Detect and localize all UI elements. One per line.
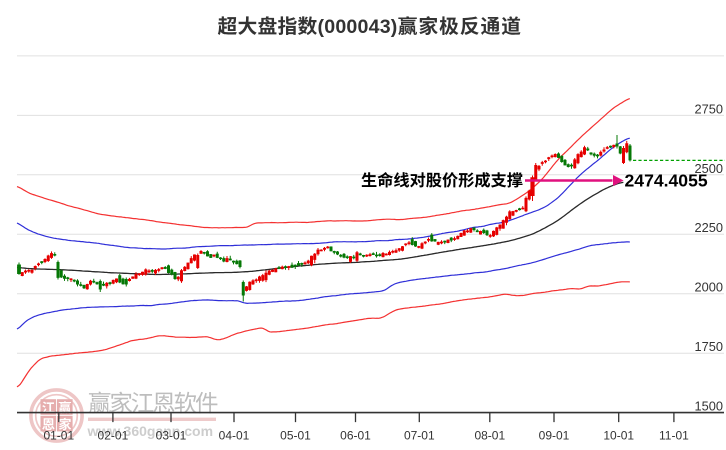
svg-text:11-01: 11-01 — [659, 429, 689, 443]
svg-text:(000043): (000043) — [318, 16, 398, 38]
svg-text:08-01: 08-01 — [474, 429, 505, 443]
svg-text:10-01: 10-01 — [603, 429, 634, 443]
svg-text:2000: 2000 — [695, 280, 723, 295]
svg-text:05-01: 05-01 — [280, 429, 311, 443]
svg-text:2474.4055: 2474.4055 — [625, 171, 708, 191]
svg-text:02-01: 02-01 — [98, 429, 129, 443]
svg-text:www.360gann.com: www.360gann.com — [87, 423, 214, 439]
svg-text:04-01: 04-01 — [219, 429, 250, 443]
svg-text:01-01: 01-01 — [43, 429, 74, 443]
svg-text:07-01: 07-01 — [404, 429, 435, 443]
svg-text:03-01: 03-01 — [156, 429, 187, 443]
svg-text:1750: 1750 — [695, 339, 723, 354]
svg-text:2250: 2250 — [695, 220, 723, 235]
svg-text:2750: 2750 — [695, 101, 723, 116]
svg-text:09-01: 09-01 — [539, 429, 570, 443]
svg-text:06-01: 06-01 — [340, 429, 371, 443]
svg-text:2500: 2500 — [695, 161, 723, 176]
svg-text:1500: 1500 — [695, 399, 723, 414]
